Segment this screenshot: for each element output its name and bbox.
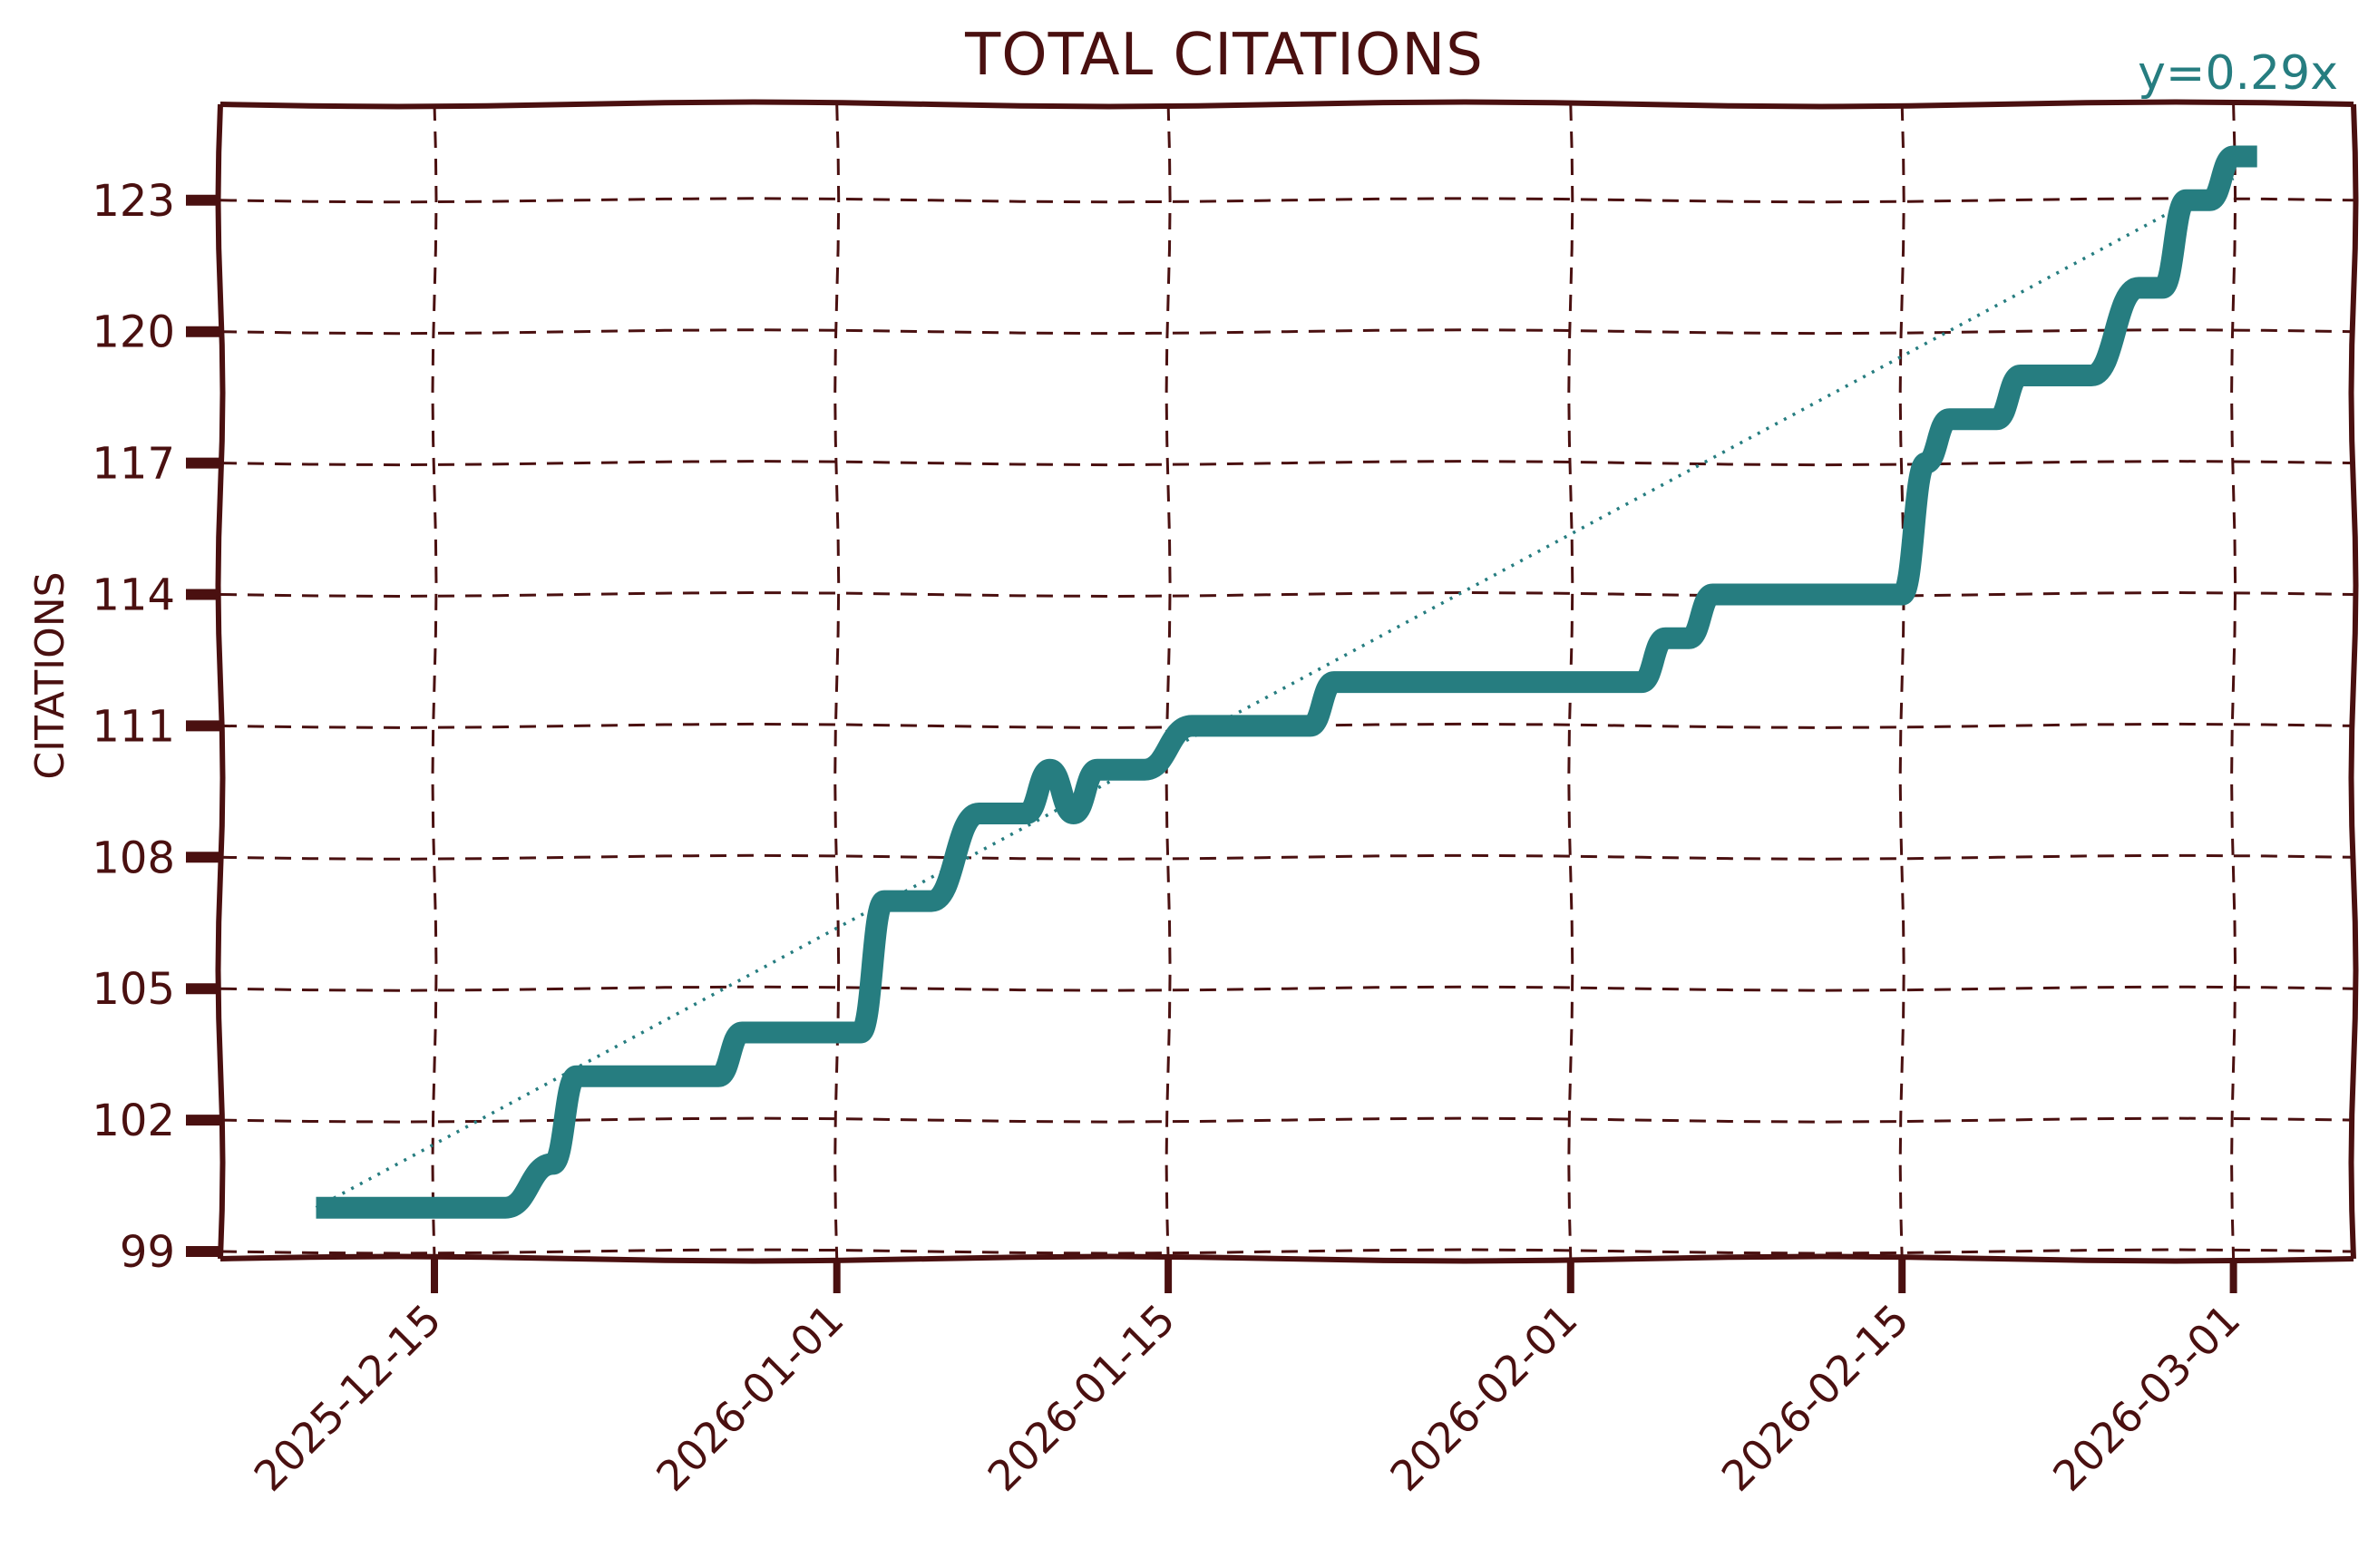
- trend-line: [315, 177, 2235, 1210]
- grid-line-v: [2230, 103, 2237, 1260]
- y-tick-label: 105: [92, 964, 175, 1015]
- grid-line-h: [219, 328, 2354, 336]
- y-axis-label: CITATIONS: [27, 571, 73, 779]
- grid-line-h: [219, 853, 2354, 861]
- y-tick-label: 108: [92, 833, 175, 883]
- grid-line-v: [431, 103, 438, 1260]
- data-line: [316, 145, 2257, 1219]
- chart-title: TOTAL CITATIONS: [964, 22, 1484, 89]
- x-tick-label: 2026-01-15: [979, 1295, 1184, 1501]
- x-tick-label: 2026-02-01: [1380, 1295, 1586, 1501]
- grid-line-h: [219, 590, 2354, 599]
- trend-annotation: y=0.29x: [2138, 46, 2338, 101]
- x-tick-label: 2026-01-01: [647, 1295, 853, 1501]
- x-tick-label: 2025-12-15: [245, 1295, 451, 1501]
- plot-frame: [215, 99, 2359, 1264]
- grid-line-v: [1165, 103, 1172, 1260]
- grid-line-h: [219, 985, 2354, 992]
- x-tick-label: 2026-03-01: [2043, 1295, 2249, 1501]
- grid-lines: [219, 103, 2354, 1260]
- grid-line-h: [219, 1116, 2354, 1124]
- x-tick-label: 2026-02-15: [1712, 1295, 1918, 1501]
- y-tick-label: 102: [92, 1096, 175, 1146]
- y-axis-ticks: 99 102 105 108 111 114 117 120 123: [92, 176, 220, 1278]
- y-tick-label: 123: [92, 176, 175, 227]
- grid-line-h: [219, 460, 2354, 467]
- y-tick-label: 99: [120, 1227, 175, 1278]
- y-tick-label: 117: [92, 439, 175, 490]
- x-axis-ticks: 2025-12-15 2026-01-01 2026-01-15 2026-02-01…: [245, 1259, 2249, 1501]
- grid-line-h: [219, 197, 2354, 204]
- grid-line-h: [219, 1248, 2354, 1255]
- grid-line-v: [833, 103, 841, 1260]
- y-tick-label: 111: [92, 701, 175, 752]
- y-tick-label: 120: [92, 307, 175, 358]
- grid-line-v: [1898, 103, 1905, 1260]
- y-tick-label: 114: [92, 570, 175, 621]
